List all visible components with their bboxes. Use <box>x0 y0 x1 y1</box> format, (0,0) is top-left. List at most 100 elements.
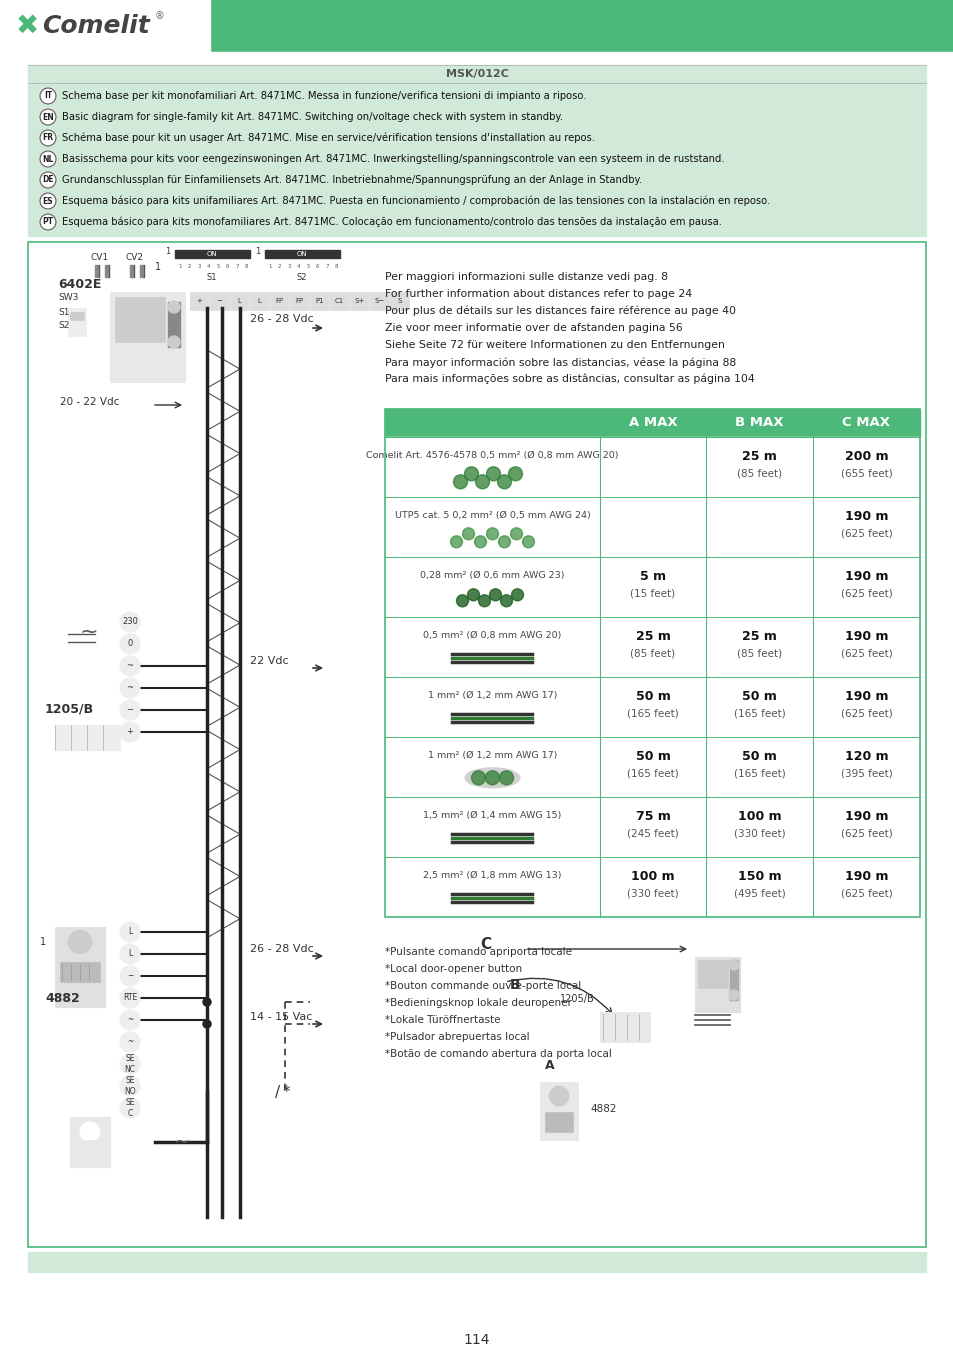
Text: 1: 1 <box>254 247 260 256</box>
Circle shape <box>120 1010 140 1030</box>
Text: 1205/B: 1205/B <box>559 994 595 1004</box>
Text: 25 m: 25 m <box>741 629 776 643</box>
Text: RTE: RTE <box>123 994 137 1003</box>
Text: (85 feet): (85 feet) <box>736 468 781 478</box>
Bar <box>265 250 339 271</box>
Text: 0,28 mm² (Ø 0,6 mm AWG 23): 0,28 mm² (Ø 0,6 mm AWG 23) <box>420 571 564 580</box>
Circle shape <box>168 301 180 313</box>
Text: 6: 6 <box>315 265 319 269</box>
Text: 20 - 22 Vdc: 20 - 22 Vdc <box>60 397 119 406</box>
Circle shape <box>548 1085 568 1106</box>
Circle shape <box>489 589 501 601</box>
Text: 6: 6 <box>226 265 229 269</box>
Circle shape <box>456 595 468 606</box>
Text: *Local door-opener button: *Local door-opener button <box>385 964 521 973</box>
Circle shape <box>40 215 56 230</box>
Text: *Bouton commande ouvre-porte local: *Bouton commande ouvre-porte local <box>385 981 580 991</box>
Circle shape <box>120 1076 140 1096</box>
Text: CV2: CV2 <box>126 252 144 262</box>
Bar <box>168 302 180 347</box>
Text: UTP5 cat. 5 0,2 mm² (Ø 0,5 mm AWG 24): UTP5 cat. 5 0,2 mm² (Ø 0,5 mm AWG 24) <box>395 512 590 520</box>
Text: FR: FR <box>42 134 53 143</box>
Text: ~: ~ <box>80 622 98 643</box>
Bar <box>110 292 185 382</box>
Bar <box>250 292 269 311</box>
Text: Basic diagram for single-family kit Art. 8471MC. Switching on/voltage check with: Basic diagram for single-family kit Art.… <box>62 112 562 122</box>
Text: Zie voor meer informatie over de afstanden pagina 56: Zie voor meer informatie over de afstand… <box>385 323 682 333</box>
Text: Schema base per kit monofamiliari Art. 8471MC. Messa in funzione/verifica tensio: Schema base per kit monofamiliari Art. 8… <box>62 90 586 101</box>
Bar <box>230 292 249 311</box>
Text: (165 feet): (165 feet) <box>626 707 679 718</box>
Text: FP: FP <box>295 298 303 304</box>
Bar <box>190 292 209 311</box>
Text: Per maggiori informazioni sulle distanze vedi pag. 8: Per maggiori informazioni sulle distanze… <box>385 271 667 282</box>
Bar <box>385 437 919 497</box>
Bar <box>390 292 409 311</box>
Text: *Lokale Türöffnertaste: *Lokale Türöffnertaste <box>385 1015 500 1025</box>
Circle shape <box>120 1054 140 1075</box>
Text: C MAX: C MAX <box>841 417 889 429</box>
Text: Para mais informações sobre as distâncias, consultar as página 104: Para mais informações sobre as distância… <box>385 374 754 385</box>
Bar <box>68 308 86 336</box>
Text: Siehe Seite 72 für weitere Informationen zu den Entfernungen: Siehe Seite 72 für weitere Informationen… <box>385 340 724 350</box>
Text: CV1: CV1 <box>91 252 109 262</box>
Bar <box>28 242 925 1247</box>
Circle shape <box>120 612 140 632</box>
Text: Para mayor información sobre las distancias, véase la página 88: Para mayor información sobre las distanc… <box>385 356 736 367</box>
Text: ✖: ✖ <box>16 12 39 40</box>
Bar <box>459 937 689 1157</box>
Text: 100 m: 100 m <box>737 810 781 822</box>
Bar <box>385 558 919 617</box>
Circle shape <box>120 922 140 942</box>
Circle shape <box>500 595 512 606</box>
Text: 4882: 4882 <box>589 1104 616 1114</box>
Text: C: C <box>479 937 491 952</box>
Text: (625 feet): (625 feet) <box>840 828 891 838</box>
Text: (330 feet): (330 feet) <box>733 828 784 838</box>
Text: 1: 1 <box>165 247 170 256</box>
Text: +: + <box>127 728 133 737</box>
Text: 190 m: 190 m <box>843 629 887 643</box>
Text: PT: PT <box>42 217 53 227</box>
Bar <box>370 292 389 311</box>
Text: +: + <box>196 298 202 304</box>
Text: L: L <box>237 298 241 304</box>
Circle shape <box>471 771 485 784</box>
Bar <box>174 250 250 258</box>
Bar <box>539 1081 578 1139</box>
Text: B MAX: B MAX <box>735 417 783 429</box>
Circle shape <box>464 467 478 481</box>
Text: P1: P1 <box>314 298 323 304</box>
Bar <box>544 1112 573 1133</box>
Circle shape <box>203 998 211 1006</box>
Text: (165 feet): (165 feet) <box>733 707 784 718</box>
Text: 5: 5 <box>216 265 219 269</box>
Text: 100 m: 100 m <box>631 869 674 883</box>
Bar <box>0 53 953 65</box>
Text: −: − <box>127 972 133 980</box>
Text: S1: S1 <box>207 273 217 282</box>
Text: 4: 4 <box>207 265 210 269</box>
Text: ~: ~ <box>127 662 133 671</box>
Ellipse shape <box>464 768 519 788</box>
Circle shape <box>203 1021 211 1027</box>
Text: 75 m: 75 m <box>635 810 670 822</box>
Text: *: * <box>283 1085 291 1100</box>
Text: FP: FP <box>275 298 283 304</box>
Text: *Botão de comando abertura da porta local: *Botão de comando abertura da porta loca… <box>385 1049 611 1058</box>
Text: 14 - 15 Vac: 14 - 15 Vac <box>250 1012 312 1022</box>
Text: (85 feet): (85 feet) <box>630 648 675 657</box>
Bar <box>95 265 99 277</box>
Text: ~: ~ <box>173 1133 190 1152</box>
Circle shape <box>450 536 462 548</box>
Text: 1 mm² (Ø 1,2 mm AWG 17): 1 mm² (Ø 1,2 mm AWG 17) <box>427 751 557 760</box>
Text: /: / <box>274 1085 280 1100</box>
Circle shape <box>120 701 140 720</box>
Text: 7: 7 <box>235 265 238 269</box>
Text: A: A <box>544 1058 554 1072</box>
Circle shape <box>453 475 467 489</box>
Circle shape <box>510 528 522 540</box>
Text: 4: 4 <box>296 265 300 269</box>
Text: 230: 230 <box>122 617 138 626</box>
Text: Comelit: Comelit <box>42 14 150 38</box>
